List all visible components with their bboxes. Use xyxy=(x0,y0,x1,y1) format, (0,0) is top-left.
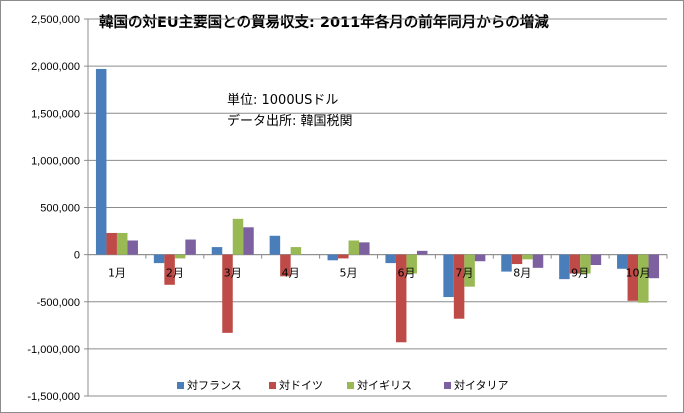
legend-label: 対ドイツ xyxy=(279,378,323,392)
bar xyxy=(106,232,117,255)
bar xyxy=(280,254,291,277)
bar xyxy=(569,254,581,274)
unit-annotation: 単位: 1000USドル xyxy=(227,92,338,108)
bar xyxy=(290,247,302,255)
bar xyxy=(522,254,533,260)
legend-swatch xyxy=(444,382,451,389)
bar xyxy=(222,254,233,333)
bar xyxy=(559,254,570,280)
legend-swatch xyxy=(177,382,184,389)
bar xyxy=(269,235,281,255)
category-label: 8月 xyxy=(513,267,531,280)
bar xyxy=(95,68,107,255)
bar xyxy=(116,232,128,255)
bar xyxy=(590,254,602,265)
category-label: 10月 xyxy=(626,267,651,280)
category-label: 3月 xyxy=(224,267,242,280)
bar xyxy=(474,254,486,262)
y-tick-label: 1,000,000 xyxy=(31,155,80,167)
bar xyxy=(395,254,407,343)
category-label: 6月 xyxy=(397,267,415,280)
bar xyxy=(327,254,339,261)
y-tick-label: -500,000 xyxy=(37,297,80,309)
y-tick-label: 0 xyxy=(74,250,80,262)
axes xyxy=(84,18,668,397)
bar xyxy=(443,254,454,298)
y-tick-label: -1,500,000 xyxy=(27,391,80,403)
labels: 2,500,000 2,000,000 1,500,000 1,000,000 500,… xyxy=(27,14,650,403)
bar xyxy=(464,254,475,287)
bar xyxy=(185,239,196,255)
bar xyxy=(617,254,628,269)
bar xyxy=(243,227,254,255)
y-tick-label: 1,500,000 xyxy=(31,108,80,120)
bar xyxy=(416,250,428,255)
bar xyxy=(511,254,523,265)
chart-title: 韓国の対EU主要国との貿易収支: 2011年各月の前年同月からの増減 xyxy=(99,13,549,31)
source-annotation: データ出所: 韓国税関 xyxy=(227,113,353,129)
legend-swatch xyxy=(269,382,276,389)
bar xyxy=(648,254,660,279)
bar xyxy=(153,254,165,264)
legend: 対フランス 対ドイツ 対イギリス 対イタリア xyxy=(177,378,509,392)
bar xyxy=(627,254,639,301)
category-label: 1月 xyxy=(108,267,126,280)
bar xyxy=(164,254,175,285)
y-tick-label: 2,000,000 xyxy=(31,61,80,73)
legend-label: 対フランス xyxy=(187,378,242,392)
y-tick-label: 2,500,000 xyxy=(31,14,80,26)
bar xyxy=(638,254,649,303)
bar xyxy=(453,254,465,319)
legend-label: 対イギリス xyxy=(357,378,412,392)
bar xyxy=(348,240,360,255)
bar xyxy=(580,254,591,274)
y-tick-label: 500,000 xyxy=(40,203,80,215)
bar xyxy=(211,247,223,255)
category-label: 5月 xyxy=(340,267,358,280)
bars xyxy=(95,68,660,343)
bar xyxy=(232,218,244,255)
bar xyxy=(385,254,396,264)
legend-label: 対イタリア xyxy=(454,378,509,392)
bar xyxy=(406,254,417,274)
bar xyxy=(359,242,370,255)
gridlines xyxy=(88,18,667,397)
category-label: 2月 xyxy=(166,267,184,280)
category-label: 4月 xyxy=(282,267,300,280)
bar xyxy=(501,254,512,272)
y-tick-label: -1,000,000 xyxy=(27,344,80,356)
bar xyxy=(338,254,349,259)
bar xyxy=(174,254,186,259)
legend-swatch xyxy=(347,382,354,389)
category-label: 9月 xyxy=(571,267,589,280)
bar xyxy=(127,240,138,255)
category-label: 7月 xyxy=(455,267,473,280)
bar xyxy=(532,254,544,268)
